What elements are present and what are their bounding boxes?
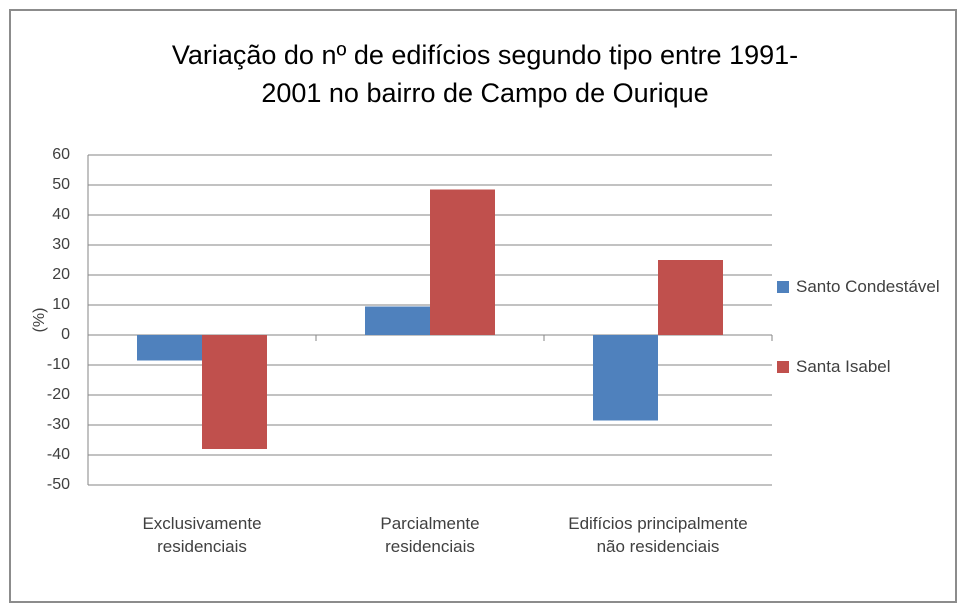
y-tick-label: 30: [52, 236, 70, 253]
y-tick-label: 10: [52, 296, 70, 313]
y-tick-label: -20: [47, 386, 70, 403]
legend-label: Santo Condestável: [796, 277, 940, 296]
legend-swatch: [777, 281, 789, 293]
y-tick-label: 60: [52, 146, 70, 163]
x-tick-label: Exclusivamente residenciais: [142, 514, 262, 556]
y-tick-label: -40: [47, 446, 70, 463]
bar: [430, 189, 495, 335]
y-axis-label: (%): [31, 308, 48, 333]
bar: [365, 306, 430, 335]
y-tick-label: -10: [47, 356, 70, 373]
bar: [202, 335, 267, 449]
x-tick-label: Parcialmente residenciais: [380, 514, 480, 556]
y-tick-label: 50: [52, 176, 70, 193]
bar: [137, 335, 202, 361]
bar: [658, 260, 723, 335]
y-tick-label: 40: [52, 206, 70, 223]
y-tick-label: 0: [61, 326, 70, 343]
bar: [593, 335, 658, 421]
chart-title: Variação do nº de edifícios segundo tipo…: [171, 40, 799, 108]
y-tick-label: -50: [47, 476, 70, 493]
legend-swatch: [777, 361, 789, 373]
y-tick-label: -30: [47, 416, 70, 433]
y-tick-label: 20: [52, 266, 70, 283]
x-tick-label: Edifícios principalmente não residenciai…: [568, 514, 748, 556]
legend-label: Santa Isabel: [796, 357, 891, 376]
